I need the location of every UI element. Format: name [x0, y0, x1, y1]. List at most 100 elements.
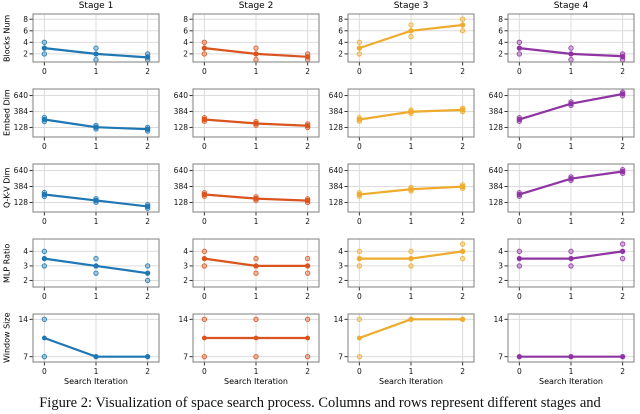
svg-text:2: 2 [305, 292, 310, 301]
svg-text:1: 1 [569, 67, 574, 76]
svg-text:384: 384 [174, 107, 189, 116]
plot-cell: 2 3 4 0 1 2 [498, 238, 635, 301]
svg-text:4: 4 [183, 38, 188, 47]
svg-text:2: 2 [305, 142, 310, 151]
svg-text:7: 7 [498, 352, 503, 361]
svg-text:2: 2 [305, 67, 310, 76]
svg-text:1: 1 [94, 292, 99, 301]
svg-text:1: 1 [569, 367, 574, 376]
plot-cell: 128 384 640 0 1 2 [489, 88, 635, 151]
svg-text:0: 0 [42, 292, 47, 301]
svg-text:7: 7 [23, 352, 28, 361]
svg-text:2: 2 [620, 67, 625, 76]
svg-text:0: 0 [517, 67, 522, 76]
svg-text:2: 2 [338, 50, 343, 59]
svg-text:0: 0 [202, 142, 207, 151]
column-title: Stage 2 [238, 1, 274, 11]
svg-text:2: 2 [145, 67, 150, 76]
svg-text:128: 128 [489, 123, 504, 132]
svg-text:3: 3 [183, 262, 188, 271]
plot-cell: 7 14 0 1 2 [333, 313, 475, 376]
svg-text:2: 2 [145, 367, 150, 376]
svg-text:384: 384 [14, 182, 29, 191]
svg-text:8: 8 [23, 15, 28, 24]
x-axis-label: Search Iteration [379, 377, 443, 386]
svg-text:2: 2 [460, 67, 465, 76]
svg-text:128: 128 [14, 198, 29, 207]
svg-text:2: 2 [145, 217, 150, 226]
svg-text:128: 128 [329, 123, 344, 132]
svg-text:640: 640 [329, 91, 344, 100]
svg-text:6: 6 [498, 26, 503, 35]
svg-text:8: 8 [183, 15, 188, 24]
svg-text:0: 0 [517, 142, 522, 151]
svg-text:6: 6 [23, 26, 28, 35]
column-title: Stage 4 [553, 1, 589, 11]
svg-text:0: 0 [517, 292, 522, 301]
plot-cell: 128 384 640 0 1 2 [329, 88, 475, 151]
svg-text:0: 0 [357, 142, 362, 151]
svg-text:4: 4 [498, 38, 503, 47]
svg-text:2: 2 [305, 367, 310, 376]
x-axis-label: Search Iteration [64, 377, 128, 386]
svg-text:1: 1 [94, 142, 99, 151]
svg-text:3: 3 [498, 262, 503, 271]
svg-text:0: 0 [202, 367, 207, 376]
svg-text:3: 3 [23, 262, 28, 271]
svg-text:1: 1 [254, 217, 259, 226]
svg-text:0: 0 [202, 217, 207, 226]
svg-text:640: 640 [174, 166, 189, 175]
plot-cell: 128 384 640 0 1 2 [14, 88, 160, 151]
svg-text:1: 1 [569, 142, 574, 151]
plot-cell: 2 4 6 8 0 1 2 [183, 13, 320, 76]
plot-cell: 2 3 4 0 1 2 [338, 238, 475, 301]
svg-text:1: 1 [569, 217, 574, 226]
svg-text:128: 128 [174, 198, 189, 207]
svg-text:0: 0 [357, 67, 362, 76]
svg-text:2: 2 [145, 292, 150, 301]
svg-text:1: 1 [254, 67, 259, 76]
svg-text:2: 2 [498, 50, 503, 59]
plot-cell: 7 14 0 1 2 [18, 313, 160, 376]
svg-text:0: 0 [42, 67, 47, 76]
svg-text:2: 2 [183, 50, 188, 59]
svg-text:7: 7 [183, 352, 188, 361]
svg-text:2: 2 [460, 292, 465, 301]
svg-text:1: 1 [94, 67, 99, 76]
svg-text:128: 128 [14, 123, 29, 132]
svg-text:640: 640 [489, 166, 504, 175]
svg-text:14: 14 [333, 315, 343, 324]
svg-text:0: 0 [517, 367, 522, 376]
svg-text:14: 14 [493, 315, 503, 324]
plot-cell: 128 384 640 0 1 2 [174, 163, 320, 226]
svg-text:1: 1 [409, 67, 414, 76]
svg-text:4: 4 [338, 247, 343, 256]
svg-text:4: 4 [183, 247, 188, 256]
svg-text:640: 640 [489, 91, 504, 100]
svg-text:4: 4 [23, 38, 28, 47]
svg-text:384: 384 [329, 182, 344, 191]
svg-text:14: 14 [18, 315, 28, 324]
plot-cell: 2 3 4 0 1 2 [23, 238, 160, 301]
x-axis-label: Search Iteration [224, 377, 288, 386]
svg-text:8: 8 [498, 15, 503, 24]
svg-text:0: 0 [202, 292, 207, 301]
plot-cell: 128 384 640 0 1 2 [174, 88, 320, 151]
column-title: Stage 1 [78, 1, 114, 11]
svg-text:14: 14 [178, 315, 188, 324]
svg-text:1: 1 [94, 217, 99, 226]
svg-text:2: 2 [620, 292, 625, 301]
plot-cell: 7 14 0 1 2 [493, 313, 635, 376]
plot-cell: 128 384 640 0 1 2 [14, 163, 160, 226]
svg-text:2: 2 [23, 276, 28, 285]
svg-text:2: 2 [460, 367, 465, 376]
svg-text:4: 4 [338, 38, 343, 47]
svg-text:2: 2 [620, 217, 625, 226]
svg-text:2: 2 [620, 142, 625, 151]
svg-text:1: 1 [409, 142, 414, 151]
svg-text:0: 0 [42, 217, 47, 226]
svg-text:3: 3 [338, 262, 343, 271]
svg-text:6: 6 [183, 26, 188, 35]
svg-text:1: 1 [254, 292, 259, 301]
